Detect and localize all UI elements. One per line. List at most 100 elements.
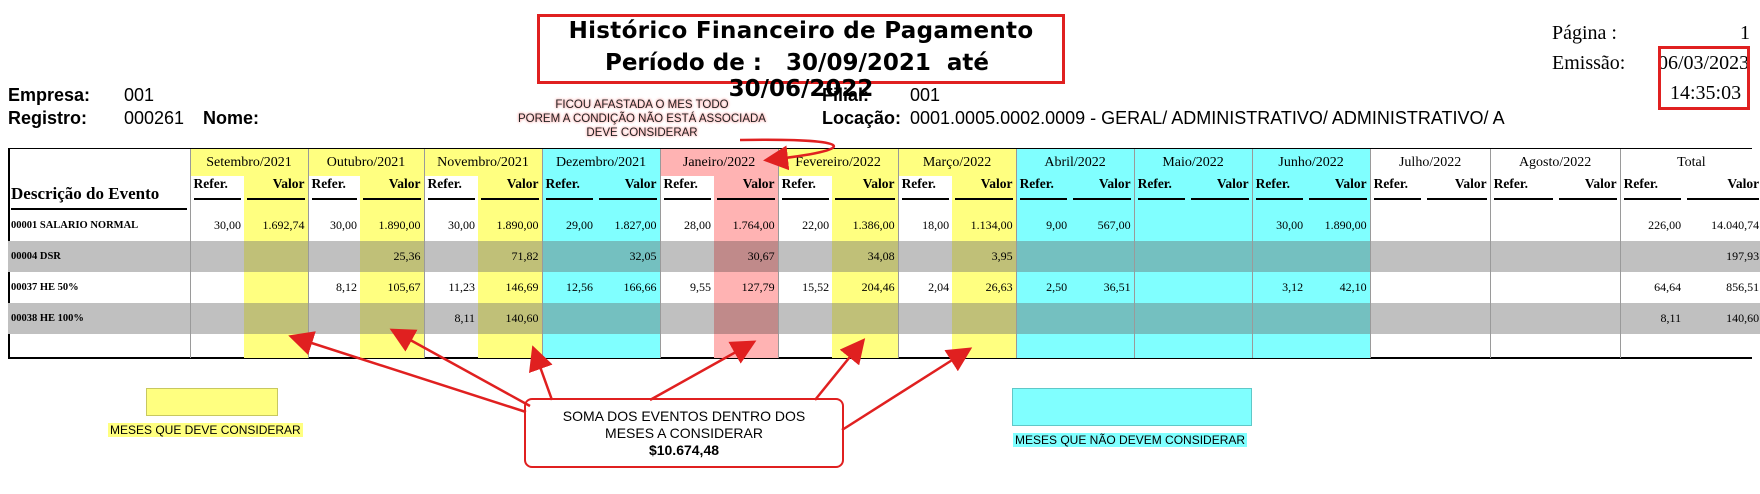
blank-cell [189,334,244,358]
refer-cell [1133,303,1189,334]
refer-cell [1369,303,1425,334]
valor-cell [1424,303,1491,334]
refer-header-label: Refer. [663,176,712,200]
blank-cell [1015,334,1071,358]
valor-cell: 26,63 [952,272,1017,303]
date-highlight-box [1658,46,1750,110]
refer-cell [189,241,244,272]
valor-cell [1424,241,1491,272]
empresa-value: 001 [124,85,155,105]
valor-cell [1306,241,1371,272]
valor-header-label: Valor [481,176,539,200]
valor-cell [1070,303,1135,334]
refer-cell: 11,23 [423,272,479,303]
valor-cell: 1.134,00 [952,210,1017,241]
valor-cell: 14.040,74 [1711,218,1760,232]
refer-cell: 8,12 [307,272,361,303]
arrow-to-fevereiro [814,338,866,401]
refer-header: Refer. [541,176,597,210]
valor-cell [1188,210,1253,241]
valor-cell: 42,10 [1306,272,1371,303]
valor-cell: 1.827,00 [596,210,661,241]
valor-cell: 3,95 [952,241,1017,272]
refer-cell [1489,303,1557,334]
valor-cell: 105,67 [360,272,425,303]
valor-header-label: Valor [955,176,1013,200]
blank-cell [1133,334,1189,358]
blank-cell [596,334,661,358]
refer-cell [1015,303,1071,334]
event-description: 00037 HE 50% [11,282,79,293]
refer-header-label: Refer. [901,176,950,200]
valor-cell: 71,82 [478,241,543,272]
refer-cell: 22,00 [777,210,833,241]
table-row-blank [8,334,1760,358]
valor-header: Valor [244,176,309,210]
page-label: Página : [1552,22,1617,44]
valor-cell: 1.890,00 [360,210,425,241]
blank-cell [777,334,833,358]
blank-cell [897,334,953,358]
month-header: Março/2022 [897,149,1017,176]
month-header: Agosto/2022 [1489,149,1621,176]
refer-header: Refer. [1015,176,1071,210]
arrow-to-setembro [288,331,527,414]
arrow-to-marco [841,347,973,432]
absence-note: FICOU AFASTADA O MES TODO POREM A CONDIÇ… [500,98,784,140]
emission-label: Emissão: [1552,52,1626,74]
locacao-label: Locação: [822,108,902,128]
desc-header: Descrição do Evento [8,176,190,210]
registro-label: Registro: [8,108,88,128]
blank-cell [423,334,479,358]
valor-header: Valor [1556,176,1620,210]
arrow-to-janeiro-note [739,138,836,171]
table-row: 00004 DSR 25,36 71,82 32,05 30,67 34,08 3,95 19… [8,241,1760,272]
total-header: Total [1619,149,1760,176]
valor-cell: 25,36 [360,241,425,272]
report-period: Período de : 30/09/2021 até 30/06/2022 [537,50,1065,102]
event-description: 00038 HE 100% [8,303,190,334]
refer-cell [189,303,244,334]
valor-cell: 146,69 [478,272,543,303]
refer-header: Refer. [1369,176,1425,210]
refer-header: Refer. [1251,176,1307,210]
absence-note-line: FICOU AFASTADA O MES TODO [555,99,729,111]
blank-cell [659,334,715,358]
refer-cell: 2,04 [897,272,953,303]
valor-cell [832,303,899,334]
valor-header: Valor [1424,176,1490,210]
valor-header-label: Valor [1309,176,1367,200]
refer-cell [897,241,953,272]
blank-cell [1619,334,1685,358]
refer-cell: 2,50 [1015,272,1071,303]
arrow-to-outubro [389,328,531,408]
valor-cell [1188,303,1253,334]
refer-cell [1251,241,1307,272]
legend-not-consider-label: MESES QUE NÃO DEVEM CONSIDERAR [1013,433,1248,447]
refer-cell [1133,241,1189,272]
valor-cell: 32,05 [596,241,661,272]
valor-cell: 127,79 [714,272,779,303]
refer-header: Refer. [1489,176,1557,210]
valor-header: Valor [360,176,425,210]
month-header: Maio/2022 [1133,149,1253,176]
period-separator: até [946,50,989,76]
valor-header: Valor [478,176,543,210]
refer-cell: 18,00 [897,210,953,241]
absence-note-line: POREM A CONDIÇÃO NÃO ESTÁ ASSOCIADA [518,113,766,125]
valor-header-label: Valor [1687,176,1760,200]
refer-cell: 64,64 [1619,272,1685,303]
refer-header: Refer. [897,176,953,210]
valor-cell: 1.386,00 [832,210,899,241]
refer-cell [1369,210,1425,241]
refer-cell: 226,00 [1619,210,1685,241]
legend-consider-label: MESES QUE DEVE CONSIDERAR [108,423,303,437]
valor-cell [1188,241,1253,272]
valor-cell [1070,241,1135,272]
refer-header: Refer. [307,176,361,210]
refer-cell: 28,00 [659,210,715,241]
column-header-row: Descrição do Evento Refer. Valor Refer. Val… [8,176,1760,210]
nome-label: Nome: [203,108,260,128]
refer-cell: 30,00 [189,210,244,241]
valor-cell [244,272,309,303]
